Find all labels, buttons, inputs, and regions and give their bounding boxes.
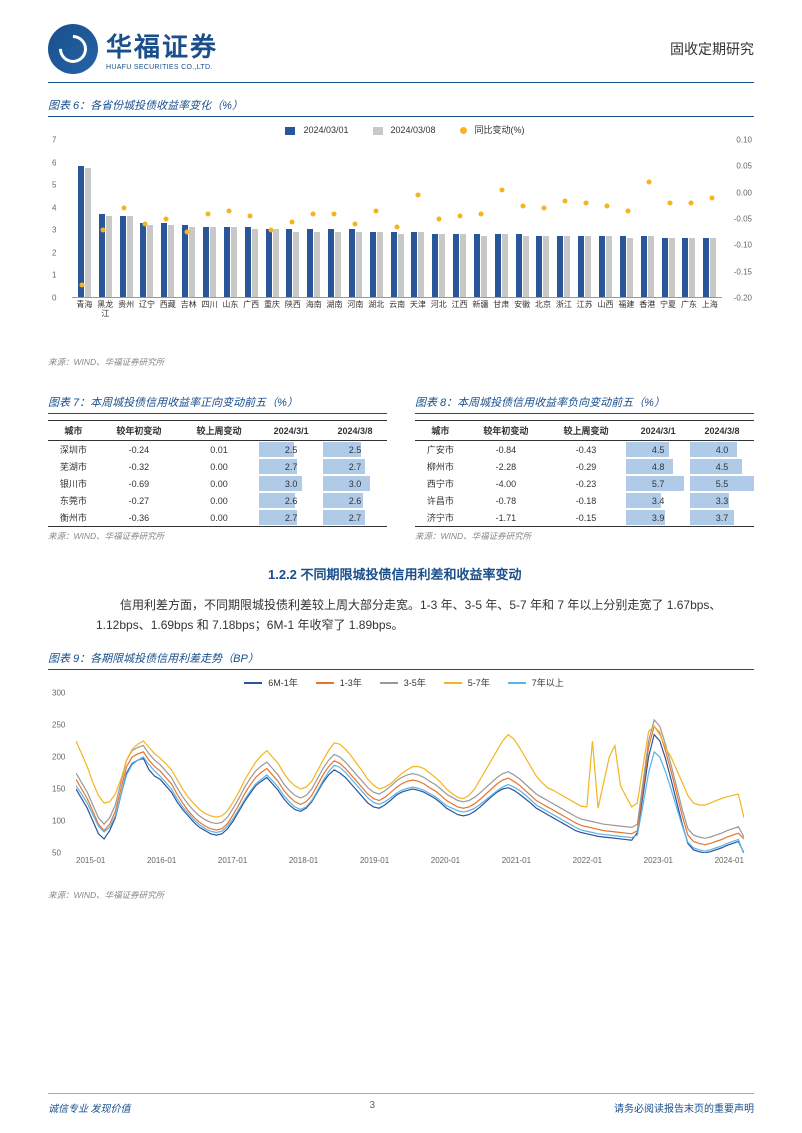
section-heading: 1.2.2 不同期限城投债信用利差和收益率变动	[268, 564, 754, 583]
logo-icon	[48, 24, 98, 74]
page-footer: 诚信专业 发现价值 3 请务必阅读报告末页的重要声明	[48, 1093, 754, 1115]
footer-pagenum: 3	[369, 1100, 375, 1115]
chart6-caption: 图表 6：各省份城投债收益率变化（%）	[48, 97, 754, 117]
page-header: 华福证券 HUAFU SECURITIES CO.,LTD. 固收定期研究	[48, 24, 754, 83]
table7-caption: 图表 7：本周城投债信用收益率正向变动前五（%）	[48, 394, 387, 414]
chart6-source: 来源：WIND、华福证券研究所	[48, 356, 754, 368]
chart6: 2024/03/012024/03/08同比变动(%) 01234567-0.2…	[48, 123, 754, 353]
chart9-source: 来源：WIND、华福证券研究所	[48, 889, 754, 901]
footer-right: 请务必阅读报告末页的重要声明	[614, 1100, 754, 1115]
chart9-plot: 50100150200250300	[76, 693, 744, 853]
chart9-caption: 图表 9：各期限城投债信用利差走势（BP）	[48, 650, 754, 670]
company-name-cn: 华福证券	[106, 27, 218, 64]
table8: 城市较年初变动较上周变动2024/3/12024/3/8广安市-0.84-0.4…	[415, 420, 754, 527]
chart6-xlabels: 青海黑龙江贵州辽宁西藏吉林四川山东广西重庆陕西海南湖南河南湖北云南天津河北江西新…	[72, 301, 722, 319]
body-text: 信用利差方面，不同期限城投债利差较上周大部分走宽。1-3 年、3-5 年、5-7…	[96, 595, 746, 636]
chart6-plot: 01234567-0.20-0.15-0.10-0.050.000.050.10	[72, 140, 722, 298]
table7: 城市较年初变动较上周变动2024/3/12024/3/8深圳市-0.240.01…	[48, 420, 387, 527]
logo-block: 华福证券 HUAFU SECURITIES CO.,LTD.	[48, 24, 218, 74]
report-type: 固收定期研究	[670, 39, 754, 59]
chart9-xlabels: 2015-012016-012017-012018-012019-012020-…	[76, 856, 744, 865]
chart6-legend: 2024/03/012024/03/08同比变动(%)	[48, 123, 754, 136]
chart9-legend: 6M-1年1-3年3-5年5-7年7年以上	[48, 676, 754, 689]
footer-left: 诚信专业 发现价值	[48, 1100, 131, 1115]
chart9: 6M-1年1-3年3-5年5-7年7年以上 50100150200250300 …	[48, 676, 754, 886]
table8-source: 来源：WIND、华福证券研究所	[415, 530, 754, 542]
table8-caption: 图表 8：本周城投债信用收益率负向变动前五（%）	[415, 394, 754, 414]
table7-source: 来源：WIND、华福证券研究所	[48, 530, 387, 542]
company-name-en: HUAFU SECURITIES CO.,LTD.	[106, 64, 218, 71]
